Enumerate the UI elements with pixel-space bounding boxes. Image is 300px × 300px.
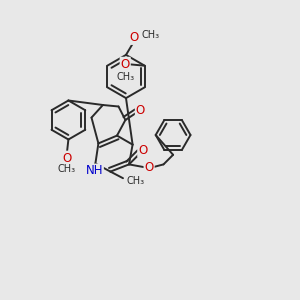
Text: O: O [129,31,138,44]
Text: O: O [121,58,130,71]
Text: O: O [62,152,71,165]
Text: O: O [136,104,145,118]
Text: CH₃: CH₃ [116,72,134,82]
Text: O: O [138,143,147,157]
Text: CH₃: CH₃ [58,164,76,174]
Text: NH: NH [85,164,103,178]
Text: CH₃: CH₃ [142,29,160,40]
Text: O: O [145,161,154,174]
Text: CH₃: CH₃ [127,176,145,186]
